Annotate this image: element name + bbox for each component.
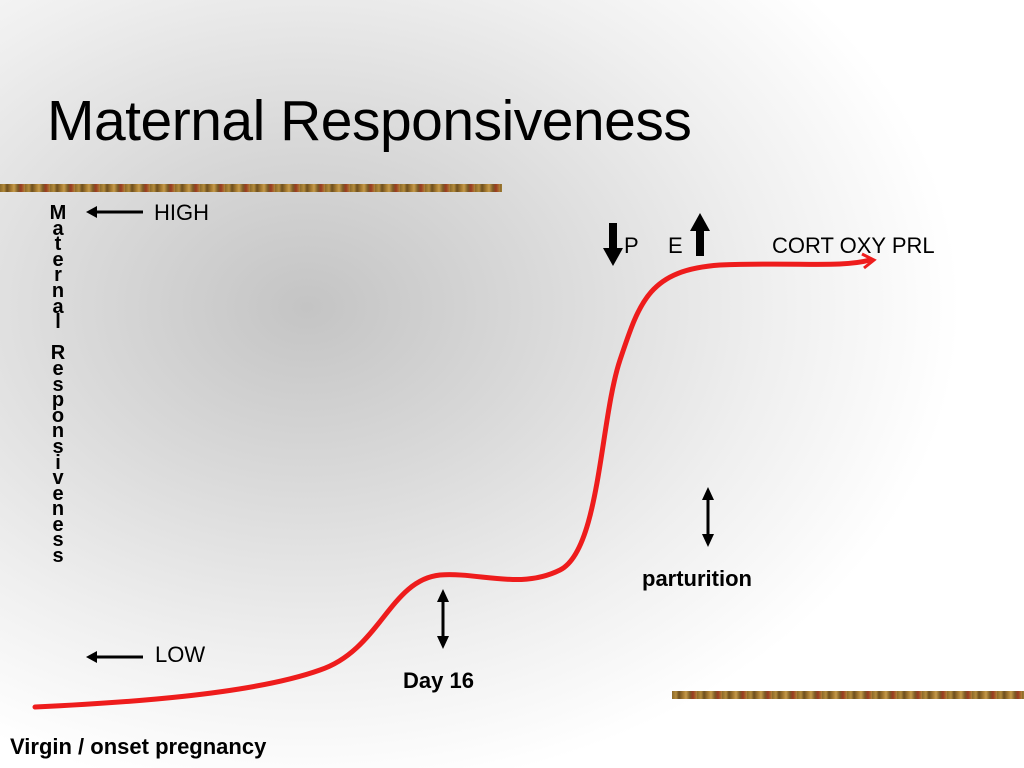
page-title: Maternal Responsiveness [47, 89, 692, 153]
y-axis-label-char: p [51, 389, 65, 412]
y-axis-label-char: M [49, 202, 67, 224]
low-label: LOW [155, 642, 206, 667]
y-axis-label-char: R [50, 342, 66, 365]
decorative-stripe-top [0, 184, 502, 192]
y-axis-label-char: t [54, 233, 62, 256]
y-axis-label-char: e [52, 482, 64, 505]
estrogen-label: E [668, 233, 683, 258]
responsiveness-curve [32, 257, 873, 710]
y-axis-label-char: n [51, 279, 65, 302]
y-axis-label-char: i [55, 451, 61, 474]
p-decrease-arrow-icon [603, 223, 623, 266]
decorative-stripe-bottom [672, 691, 1024, 699]
y-axis-label-char: v [52, 467, 64, 490]
y-axis-label-char: r [54, 264, 62, 287]
high-label: HIGH [154, 200, 209, 225]
y-axis-label-char: a [52, 217, 64, 240]
y-axis-label-char: n [51, 420, 65, 443]
parturition-double-arrow-icon [702, 487, 714, 547]
y-axis-label-char: s [52, 529, 64, 552]
e-increase-arrow-icon [690, 213, 710, 256]
parturition-label: parturition [642, 566, 752, 591]
y-axis-label-char: e [52, 248, 64, 271]
progesterone-label: P [624, 233, 639, 258]
y-axis-label-char: e [52, 357, 64, 380]
y-axis-label-char: s [52, 435, 64, 458]
y-axis-label-char: a [52, 295, 64, 318]
day16-label: Day 16 [403, 668, 474, 693]
y-axis-label-char: o [51, 404, 65, 427]
y-axis-label-char: s [52, 545, 64, 568]
cort-oxy-prl-label: CORT OXY PRL [772, 233, 935, 258]
y-axis-label-char: l [55, 311, 61, 334]
high-arrow-icon [86, 206, 143, 218]
low-arrow-icon [86, 651, 143, 663]
y-axis-label-char: e [52, 513, 64, 536]
day16-double-arrow-icon [437, 589, 449, 649]
y-axis-label-char: n [51, 498, 65, 521]
curve-end-arrowhead [861, 252, 877, 270]
y-axis-label-char: s [52, 373, 64, 396]
x-origin-label: Virgin / onset pregnancy [10, 734, 267, 759]
